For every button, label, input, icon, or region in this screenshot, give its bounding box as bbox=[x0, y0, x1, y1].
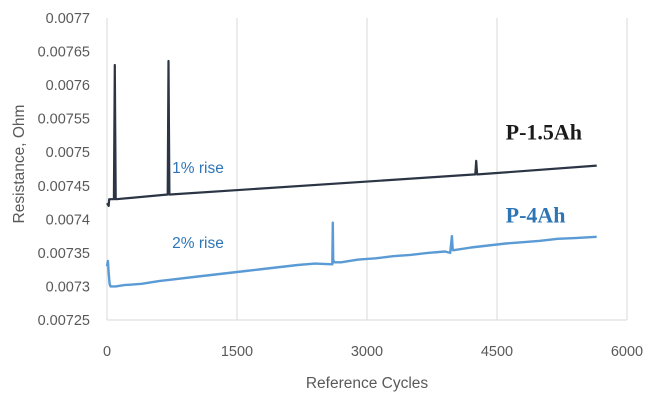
x-axis-title: Reference Cycles bbox=[306, 375, 429, 392]
series-label-p15ah: P-1.5Ah bbox=[506, 119, 582, 144]
y-tick-label: 0.0073 bbox=[46, 279, 90, 295]
annotation-1pct-rise: 1% rise bbox=[172, 160, 224, 177]
x-tick-label: 0 bbox=[103, 344, 111, 360]
y-tick-label: 0.0077 bbox=[46, 11, 90, 27]
series-line-p15ah bbox=[106, 59, 597, 207]
x-tick-label: 3000 bbox=[351, 344, 383, 360]
y-tick-label: 0.00735 bbox=[38, 246, 90, 262]
y-axis-ticks: 0.00725 0.0073 0.00735 0.0074 0.00745 0.0075 0… bbox=[38, 11, 90, 329]
y-tick-label: 0.00745 bbox=[38, 179, 90, 195]
y-axis-title: Resistance, Ohm bbox=[11, 105, 28, 224]
y-tick-label: 0.00755 bbox=[38, 112, 90, 128]
chart-series bbox=[105, 59, 597, 288]
series-line-p4ah bbox=[105, 221, 597, 288]
y-tick-label: 0.0076 bbox=[46, 78, 90, 94]
series-label-p4ah: P-4Ah bbox=[506, 203, 566, 228]
x-tick-label: 1500 bbox=[221, 344, 253, 360]
y-tick-label: 0.00765 bbox=[38, 45, 90, 61]
chart-grid bbox=[106, 18, 628, 321]
y-tick-label: 0.0075 bbox=[46, 145, 90, 161]
chart-annotations: 1% rise 2% rise P-1.5Ah P-4Ah bbox=[172, 119, 582, 252]
annotation-2pct-rise: 2% rise bbox=[172, 235, 224, 252]
x-tick-label: 6000 bbox=[611, 344, 643, 360]
x-axis-ticks: 0 1500 3000 4500 6000 bbox=[103, 344, 643, 360]
x-tick-label: 4500 bbox=[481, 344, 513, 360]
y-tick-label: 0.0074 bbox=[46, 212, 90, 228]
y-tick-label: 0.00725 bbox=[38, 313, 90, 329]
